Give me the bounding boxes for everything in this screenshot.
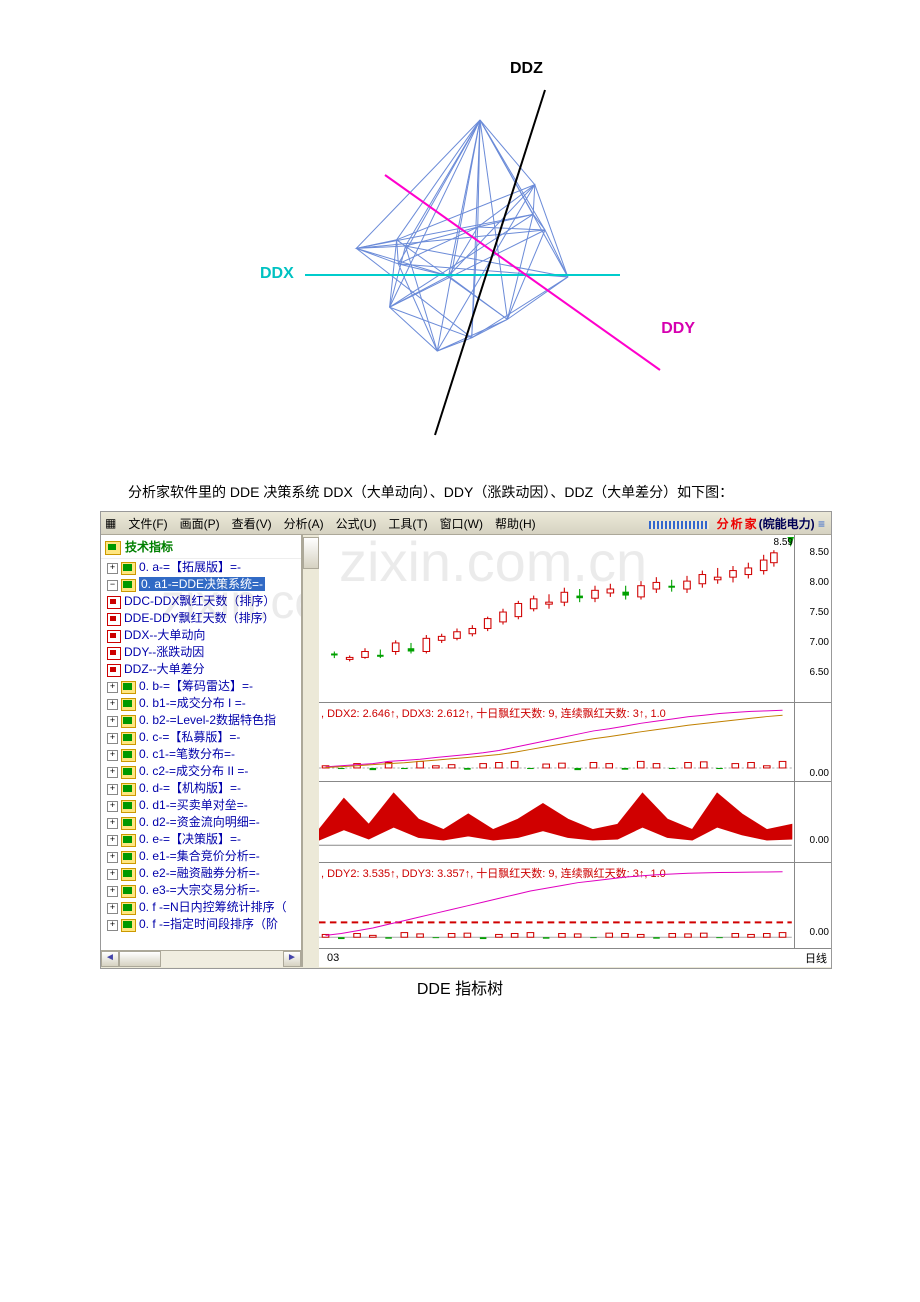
ddx-pane[interactable]: , DDX2: 2.646↑, DDX3: 2.612↑, 十日飘红天数: 9,… (319, 703, 831, 782)
tree-header: 技术指标 (101, 535, 301, 559)
brand-title: 分析家(皖能电力) ≡ (649, 515, 831, 532)
tree-group[interactable]: +0. c-=【私募版】=- (107, 729, 301, 746)
h-scrollbar[interactable]: ◄ ► (101, 950, 301, 967)
tree-group-selected[interactable]: −0. a1-=DDE决策系统=- (107, 576, 301, 593)
figure-caption: DDE 指标树 (80, 975, 840, 999)
description-text: 分析家软件里的 DDE 决策系统 DDX（大单动向）、DDY（涨跌动因）、DDZ… (100, 480, 820, 505)
menu-item[interactable]: 工具(T) (382, 517, 433, 531)
ddy-pane[interactable]: , DDY2: 3.535↑, DDY3: 3.357↑, 十日飘红天数: 9,… (319, 863, 831, 949)
tree-leaf[interactable]: DDZ--大单差分 (107, 661, 301, 678)
scroll-right-icon: ► (283, 951, 301, 967)
menu-item[interactable]: 查看(V) (226, 517, 278, 531)
scroll-left-icon: ◄ (101, 951, 119, 967)
tree-group[interactable]: +0. b2-=Level-2数据特色指 (107, 712, 301, 729)
tree-leaf[interactable]: DDY--涨跌动因 (107, 644, 301, 661)
tree-leaf[interactable]: DDE-DDY飘红天数（排序） (107, 610, 301, 627)
app-icon: ▦ (101, 516, 122, 530)
time-bar: 03 日线 (319, 948, 831, 967)
menu-item[interactable]: 文件(F) (122, 517, 173, 531)
tree-group[interactable]: +0. e1-=集合竞价分析=- (107, 848, 301, 865)
tree-group[interactable]: +0. e3-=大宗交易分析=- (107, 882, 301, 899)
candlestick-pane[interactable]: 8.508.007.507.006.50 8.59 (319, 535, 831, 703)
tree-group[interactable]: +0. c1-=笔数分布=- (107, 746, 301, 763)
indicator-tree[interactable]: zixin.com.cn 技术指标 +0. a-=【拓展版】=- −0. a1-… (101, 535, 301, 950)
menu-item[interactable]: 公式(U) (330, 517, 383, 531)
tree-group[interactable]: +0. d-=【机构版】=- (107, 780, 301, 797)
ddz-label: DDZ (510, 60, 543, 78)
tree-group[interactable]: +0. b-=【筹码雷达】=- (107, 678, 301, 695)
ddx-label: DDX (260, 265, 294, 283)
tree-leaf[interactable]: DDX--大单动向 (107, 627, 301, 644)
menu-item[interactable]: 窗口(W) (434, 517, 489, 531)
menu-item[interactable]: 分析(A) (278, 517, 330, 531)
tree-group[interactable]: +0. f -=N日内控筹统计排序（ (107, 899, 301, 916)
wave-pane[interactable]: 0.00 (319, 782, 831, 863)
tree-v-scrollbar[interactable] (302, 535, 319, 967)
menu-item[interactable]: 帮助(H) (489, 517, 542, 531)
tree-group[interactable]: +0. a-=【拓展版】=- (107, 559, 301, 576)
tree-group[interactable]: +0. b1-=成交分布 I =- (107, 695, 301, 712)
app-screenshot: ▦ 文件(F)画面(P)查看(V)分析(A)公式(U)工具(T)窗口(W)帮助(… (100, 511, 832, 969)
dde-3d-figure: DDX DDY DDZ (210, 40, 710, 460)
tree-group[interactable]: +0. f -=指定时间段排序（阶 (107, 916, 301, 933)
ddy-label: DDY (661, 320, 695, 338)
tree-group[interactable]: +0. d2-=资金流向明细=- (107, 814, 301, 831)
tree-leaf[interactable]: DDC-DDX飘红天数（排序） (107, 593, 301, 610)
tree-group[interactable]: +0. d1-=买卖单对垒=- (107, 797, 301, 814)
sidebar: zixin.com.cn 技术指标 +0. a-=【拓展版】=- −0. a1-… (101, 535, 302, 967)
menu-bar: ▦ 文件(F)画面(P)查看(V)分析(A)公式(U)工具(T)窗口(W)帮助(… (101, 512, 831, 535)
menu-item[interactable]: 画面(P) (174, 517, 226, 531)
tree-group[interactable]: +0. e2-=融资融券分析=- (107, 865, 301, 882)
tree-group[interactable]: +0. c2-=成交分布 II =- (107, 763, 301, 780)
tree-group[interactable]: +0. e-=【决策版】=- (107, 831, 301, 848)
chart-area: zixin.com.cn 8.508.007.507.006.50 8.59 ,… (319, 535, 831, 967)
